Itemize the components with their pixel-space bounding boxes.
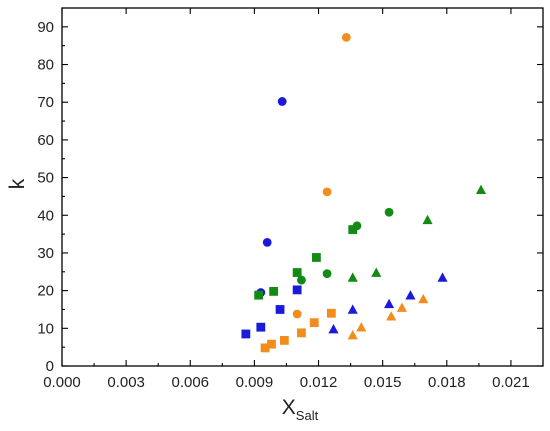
data-marks: [241, 32, 487, 353]
y-tick-label: 10: [37, 320, 54, 337]
data-point-triangle: [347, 330, 358, 340]
data-point-square: [326, 308, 336, 318]
data-point-triangle: [475, 184, 487, 194]
y-tick-label: 0: [46, 358, 54, 375]
y-axis-title: k: [6, 178, 29, 189]
data-point-triangle: [356, 322, 367, 332]
x-tick-label: 0.018: [428, 374, 466, 391]
data-point-square: [292, 285, 302, 295]
data-point-circle: [384, 207, 394, 217]
x-tick-label: 0.003: [107, 374, 145, 391]
data-point-circle: [277, 97, 287, 106]
data-point-square: [254, 290, 264, 300]
data-point-square: [256, 322, 266, 332]
x-tick-label: 0.006: [171, 374, 209, 391]
x-tick-label: 0.012: [300, 374, 338, 391]
data-point-triangle: [422, 214, 433, 225]
data-point-triangle: [371, 267, 382, 277]
y-tick-label: 50: [37, 170, 54, 187]
x-tick-label: 0.009: [236, 374, 274, 391]
y-tick-label: 20: [37, 283, 54, 300]
data-point-triangle: [386, 311, 397, 321]
y-tick-label: 90: [37, 19, 54, 36]
data-point-circle: [262, 237, 272, 247]
y-tick-label: 40: [37, 207, 54, 224]
data-point-circle: [322, 187, 332, 197]
data-point-triangle: [418, 293, 429, 304]
data-point-circle: [292, 309, 302, 319]
y-tick-label: 30: [37, 245, 54, 262]
y-tick-label: 70: [37, 94, 54, 111]
data-point-circle: [341, 32, 351, 42]
x-axis-title: XSalt: [282, 396, 319, 423]
x-tick-label: 0.000: [43, 374, 81, 391]
data-point-square: [279, 335, 289, 345]
x-tick-label: 0.015: [364, 374, 402, 391]
data-point-square: [267, 339, 276, 349]
data-point-triangle: [347, 304, 358, 314]
data-point-square: [311, 253, 321, 262]
data-point-square: [309, 318, 319, 328]
data-point-triangle: [328, 324, 339, 334]
data-point-triangle: [437, 272, 448, 282]
data-point-circle: [297, 275, 306, 285]
data-point-square: [260, 343, 270, 353]
y-tick-label: 80: [37, 57, 54, 74]
data-point-square: [269, 286, 279, 296]
data-point-square: [292, 268, 302, 277]
x-axis-title-main: X: [282, 396, 296, 419]
x-axis-title-subscript: Salt: [296, 408, 319, 423]
data-point-triangle: [347, 272, 358, 282]
x-tick-label: 0.021: [492, 374, 530, 391]
data-point-triangle: [384, 298, 395, 309]
data-point-square: [297, 328, 306, 338]
data-point-square: [241, 329, 251, 339]
y-tick-label: 60: [37, 132, 54, 149]
ticks: 0.000 0.003 0.006 0.009 0.012 0.015 0.018 0.021…: [37, 8, 543, 391]
data-point-triangle: [405, 290, 416, 300]
data-point-triangle: [396, 302, 407, 312]
data-point-square: [275, 305, 285, 314]
data-point-square: [348, 225, 358, 234]
axes: [61, 7, 544, 367]
plot-frame: [61, 7, 544, 367]
data-point-circle: [322, 269, 332, 279]
